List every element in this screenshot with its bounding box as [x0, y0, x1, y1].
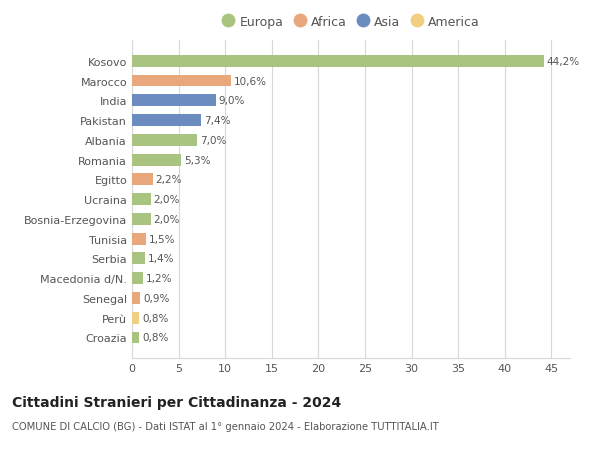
Text: 44,2%: 44,2% — [547, 56, 580, 67]
Legend: Europa, Africa, Asia, America: Europa, Africa, Asia, America — [222, 16, 480, 29]
Text: 10,6%: 10,6% — [233, 76, 266, 86]
Bar — [132, 213, 151, 225]
Text: 0,8%: 0,8% — [142, 313, 169, 323]
Bar — [132, 292, 140, 304]
Text: 7,4%: 7,4% — [204, 116, 230, 126]
Bar — [132, 194, 151, 206]
Text: 0,9%: 0,9% — [143, 293, 170, 303]
Text: 1,2%: 1,2% — [146, 274, 172, 284]
Text: COMUNE DI CALCIO (BG) - Dati ISTAT al 1° gennaio 2024 - Elaborazione TUTTITALIA.: COMUNE DI CALCIO (BG) - Dati ISTAT al 1°… — [12, 421, 439, 431]
Bar — [132, 273, 143, 285]
Bar — [132, 174, 152, 186]
Text: 1,5%: 1,5% — [149, 234, 175, 244]
Bar — [132, 75, 231, 87]
Text: 1,4%: 1,4% — [148, 254, 175, 264]
Text: 9,0%: 9,0% — [218, 96, 245, 106]
Bar — [132, 312, 139, 324]
Text: 0,8%: 0,8% — [142, 333, 169, 343]
Bar — [132, 56, 544, 67]
Text: 2,0%: 2,0% — [154, 195, 180, 205]
Bar — [132, 332, 139, 344]
Text: 2,2%: 2,2% — [155, 175, 182, 185]
Text: Cittadini Stranieri per Cittadinanza - 2024: Cittadini Stranieri per Cittadinanza - 2… — [12, 395, 341, 409]
Text: 5,3%: 5,3% — [184, 155, 211, 165]
Bar — [132, 115, 201, 127]
Text: 2,0%: 2,0% — [154, 214, 180, 224]
Bar — [132, 233, 146, 245]
Bar — [132, 253, 145, 265]
Text: 7,0%: 7,0% — [200, 135, 226, 146]
Bar — [132, 154, 181, 166]
Bar — [132, 95, 216, 107]
Bar — [132, 134, 197, 146]
